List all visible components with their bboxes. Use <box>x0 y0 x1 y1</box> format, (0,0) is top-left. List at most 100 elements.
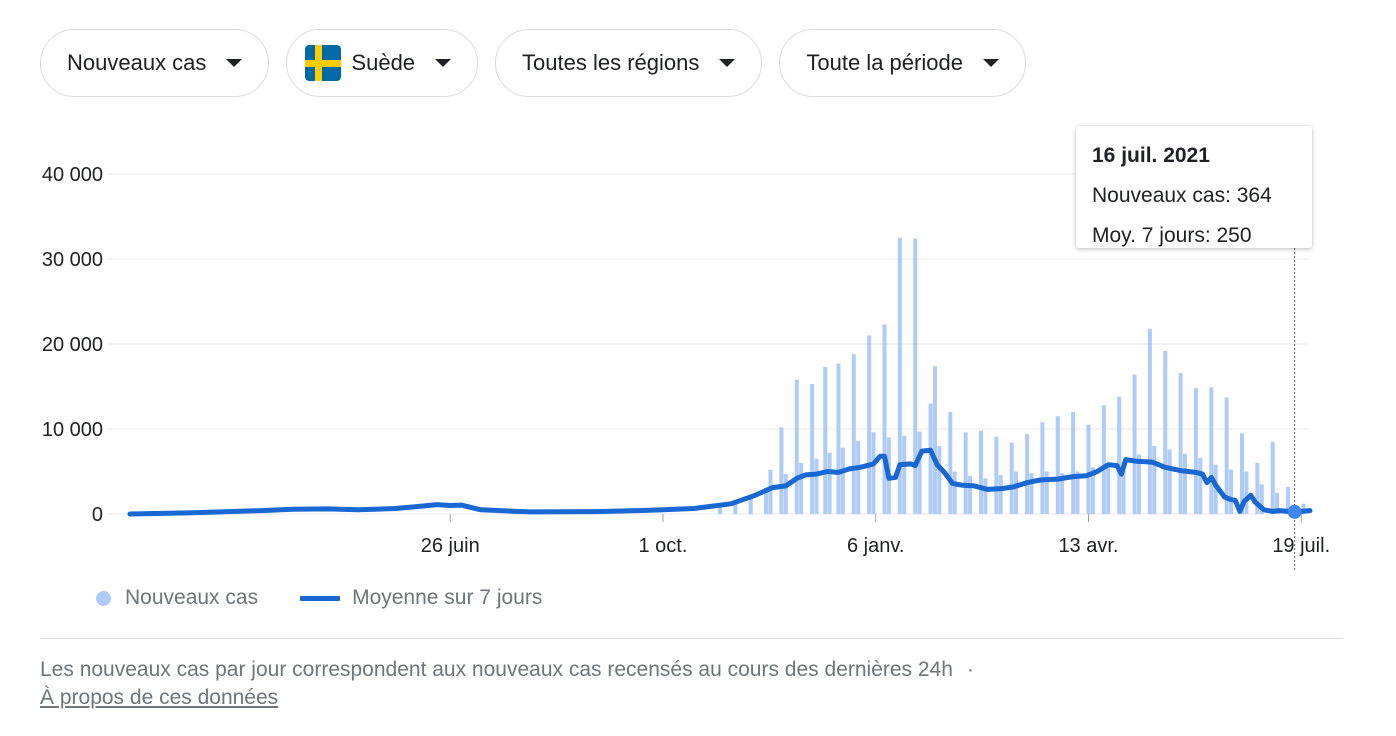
x-tick-label: 19 juil. <box>1272 535 1330 557</box>
bar-new-cases <box>917 431 922 514</box>
filter-bar: Nouveaux cas Suède Toutes les régions To… <box>40 29 1026 97</box>
bar-new-cases <box>897 237 902 514</box>
bar-new-cases <box>748 497 753 514</box>
bar-new-cases <box>1244 471 1249 514</box>
bar-new-cases <box>1055 416 1060 514</box>
bar-new-cases <box>913 238 918 514</box>
bar-new-cases <box>1106 465 1111 514</box>
bar-new-cases <box>968 475 973 514</box>
bar-new-cases <box>1101 405 1106 514</box>
y-axis-ticks: 0 10 000 20 000 30 000 40 000 <box>42 164 103 526</box>
about-data-link[interactable]: À propos de ces données <box>40 686 279 709</box>
footnote-separator: · <box>966 658 974 681</box>
sweden-flag-icon <box>305 45 342 81</box>
bar-new-cases <box>827 452 832 514</box>
bar-new-cases <box>1229 469 1234 514</box>
bar-new-cases <box>1090 467 1095 514</box>
bar-new-cases <box>1152 446 1157 514</box>
chart-legend: Nouveaux cas Moyenne sur 7 jours <box>96 586 584 610</box>
y-tick-label: 40 000 <box>42 164 103 186</box>
bar-new-cases <box>867 335 872 514</box>
y-tick-label: 10 000 <box>42 419 103 441</box>
bar-new-cases <box>1275 492 1280 514</box>
x-tick-label: 1 oct. <box>639 535 688 557</box>
bar-new-cases <box>794 379 799 514</box>
bar-new-cases <box>836 363 841 514</box>
footnote: Les nouveaux cas par jour correspondent … <box>40 656 974 712</box>
bar-new-cases <box>937 446 942 514</box>
bar-new-cases <box>871 432 876 514</box>
bar-new-cases <box>882 324 887 514</box>
bar-new-cases <box>928 403 933 514</box>
bar-new-cases <box>764 487 769 514</box>
bar-new-cases <box>1167 449 1172 514</box>
bar-new-cases <box>983 478 988 514</box>
bar-new-cases <box>952 471 957 514</box>
bar-new-cases <box>1270 441 1275 514</box>
bar-new-cases <box>733 502 738 514</box>
chevron-down-icon <box>982 59 999 67</box>
bar-new-cases <box>1044 471 1049 514</box>
hover-indicator <box>1287 248 1302 570</box>
bar-new-cases <box>1121 461 1126 514</box>
x-tick-label: 26 juin <box>421 535 480 557</box>
region-dropdown[interactable]: Toutes les régions <box>495 29 763 97</box>
bar-new-cases <box>810 383 815 514</box>
bar-new-cases <box>1014 471 1019 514</box>
country-dropdown[interactable]: Suède <box>286 29 479 97</box>
bar-new-cases <box>1132 374 1137 514</box>
bar-new-cases <box>1255 463 1260 514</box>
bar-new-cases <box>1086 424 1091 514</box>
bar-new-cases <box>1075 471 1080 514</box>
bar-new-cases <box>768 469 773 514</box>
bar-new-cases <box>1209 387 1214 514</box>
x-axis-ticks: 26 juin 1 oct. 6 janv. 13 avr. 19 juil. <box>421 514 1330 557</box>
bar-new-cases <box>1178 372 1183 514</box>
bar-new-cases <box>1259 484 1264 514</box>
region-dropdown-label: Toutes les régions <box>522 50 700 75</box>
chevron-down-icon <box>719 59 736 67</box>
x-tick-label: 6 janv. <box>847 535 904 557</box>
period-dropdown-label: Toute la période <box>806 50 963 75</box>
bar-new-cases <box>851 354 856 514</box>
bar-new-cases <box>932 366 937 514</box>
bar-new-cases <box>1071 412 1076 514</box>
tooltip-average: Moy. 7 jours: 250 <box>1092 224 1252 247</box>
bar-new-cases <box>1182 453 1187 514</box>
bar-new-cases <box>998 474 1003 514</box>
bar-new-cases <box>1029 473 1034 514</box>
legend-item-average[interactable]: Moyenne sur 7 jours <box>300 586 542 610</box>
y-tick-label: 0 <box>92 504 103 526</box>
bar-new-cases <box>1117 396 1122 514</box>
bar-new-cases <box>1060 473 1065 514</box>
seven-day-average-path <box>127 447 1313 517</box>
bar-new-cases <box>718 505 722 514</box>
bar-new-cases <box>963 432 968 514</box>
metric-dropdown-label: Nouveaux cas <box>67 50 207 75</box>
bar-new-cases <box>948 412 953 514</box>
bar-new-cases <box>1040 422 1045 514</box>
y-tick-label: 20 000 <box>42 334 103 356</box>
hover-point <box>1287 504 1302 519</box>
bar-new-cases <box>1198 457 1203 514</box>
seven-day-average-line <box>127 447 1313 517</box>
bar-new-cases <box>1286 486 1291 514</box>
x-tick-label: 13 avr. <box>1058 535 1118 557</box>
metric-dropdown[interactable]: Nouveaux cas <box>40 29 270 97</box>
period-dropdown[interactable]: Toute la période <box>779 29 1026 97</box>
bar-new-cases <box>1025 434 1030 514</box>
bar-new-cases <box>1240 433 1245 514</box>
bar-new-cases <box>1224 397 1229 514</box>
legend-line-icon <box>300 595 341 601</box>
y-tick-label: 30 000 <box>42 249 103 271</box>
chevron-down-icon <box>226 59 243 67</box>
chevron-down-icon <box>435 59 452 67</box>
legend-label: Nouveaux cas <box>125 586 259 609</box>
bar-new-cases <box>783 474 788 514</box>
footnote-text: Les nouveaux cas par jour correspondent … <box>40 658 953 681</box>
bar-new-cases <box>979 430 984 514</box>
country-dropdown-label: Suède <box>351 50 416 75</box>
legend-item-new-cases[interactable]: Nouveaux cas <box>96 586 258 610</box>
bar-new-cases <box>840 447 845 514</box>
